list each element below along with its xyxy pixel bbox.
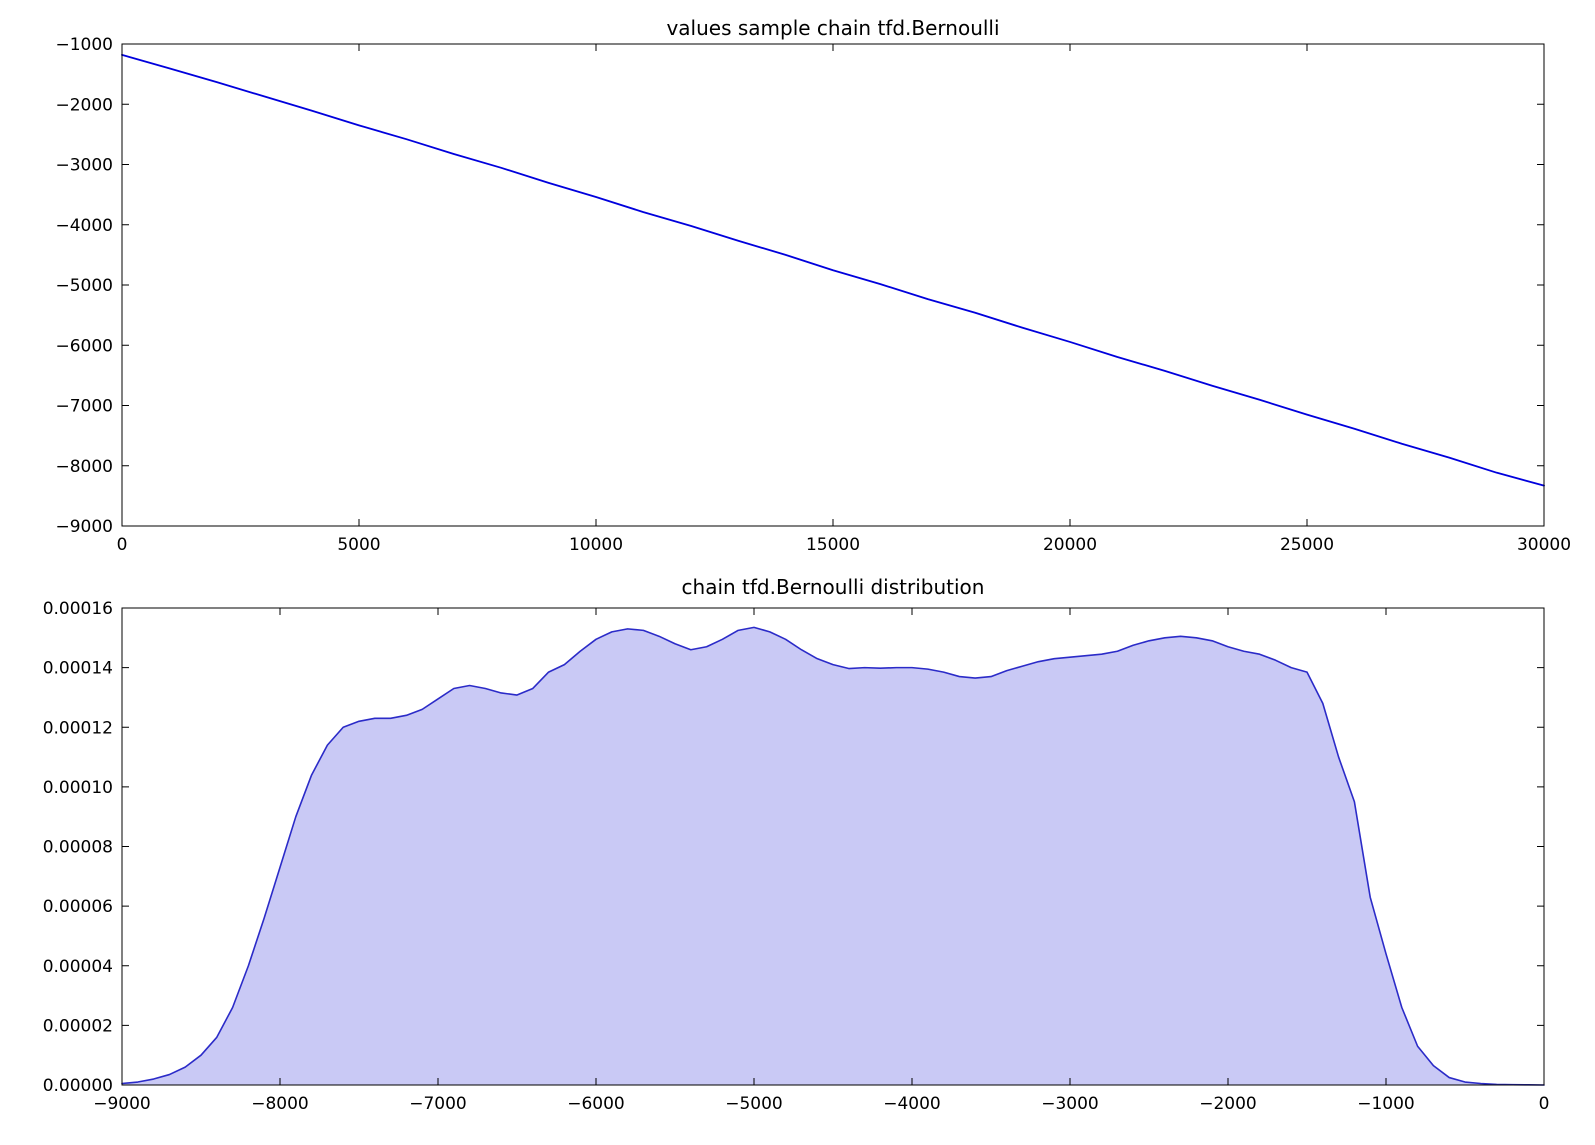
y-tick-label: 0.00016 [43, 599, 113, 619]
y-tick-label: −3000 [55, 156, 113, 176]
y-tick-label: 0.00012 [43, 718, 113, 738]
trace-plot: 0 5000 10000 15000 20000 25000 30000 −9000 −8000… [55, 35, 1571, 555]
x-tick-label: 0 [117, 535, 128, 555]
y-axis: 0.00000 0.00002 0.00004 0.00006 0.00008 0.000… [43, 599, 1544, 1096]
x-tick-label: 20000 [1043, 535, 1097, 555]
x-tick-label: −7000 [409, 1094, 467, 1114]
distribution-plot-title: chain tfd.Bernoulli distribution [681, 575, 985, 599]
y-tick-label: 0.00008 [43, 838, 113, 858]
y-tick-label: 0.00002 [43, 1016, 113, 1036]
y-tick-label: 0.00014 [43, 659, 113, 679]
x-tick-label: −4000 [883, 1094, 941, 1114]
y-tick-label: 0.00010 [43, 778, 113, 798]
x-axis: −9000 −8000 −7000 −6000 −5000 −4000 −3000 −2000… [93, 608, 1549, 1114]
y-tick-label: −8000 [55, 457, 113, 477]
x-axis: 0 5000 10000 15000 20000 25000 30000 [117, 44, 1571, 555]
y-tick-label: −6000 [55, 336, 113, 356]
x-tick-label: −3000 [1041, 1094, 1099, 1114]
x-tick-label: −1000 [1357, 1094, 1415, 1114]
axes-frame [121, 43, 1545, 527]
x-tick-label: 25000 [1280, 535, 1334, 555]
y-tick-label: −5000 [55, 276, 113, 296]
y-tick-label: −7000 [55, 397, 113, 417]
x-tick-label: −6000 [567, 1094, 625, 1114]
y-axis: −9000 −8000 −7000 −6000 −5000 −4000 −3000 −2000… [55, 35, 1544, 537]
x-tick-label: 30000 [1517, 535, 1571, 555]
x-tick-label: −2000 [1199, 1094, 1257, 1114]
density-area-fill [122, 627, 1544, 1085]
y-tick-label: −9000 [55, 517, 113, 537]
x-tick-label: −5000 [725, 1094, 783, 1114]
trace-plot-title: values sample chain tfd.Bernoulli [666, 16, 1000, 40]
y-tick-label: −4000 [55, 216, 113, 236]
x-tick-label: −9000 [93, 1094, 151, 1114]
x-tick-label: −8000 [251, 1094, 309, 1114]
distribution-plot: −9000 −8000 −7000 −6000 −5000 −4000 −3000 −2000… [43, 599, 1550, 1114]
x-tick-label: 15000 [806, 535, 860, 555]
x-tick-label: 0 [1539, 1094, 1550, 1114]
y-tick-label: −1000 [55, 35, 113, 55]
y-tick-label: 0.00000 [43, 1076, 113, 1096]
y-tick-label: 0.00004 [43, 957, 113, 977]
y-tick-label: 0.00006 [43, 897, 113, 917]
y-tick-label: −2000 [55, 95, 113, 115]
x-tick-label: 5000 [337, 535, 380, 555]
density-curve [121, 626, 1545, 1086]
trace-line [121, 53, 1545, 487]
x-tick-label: 10000 [569, 535, 623, 555]
